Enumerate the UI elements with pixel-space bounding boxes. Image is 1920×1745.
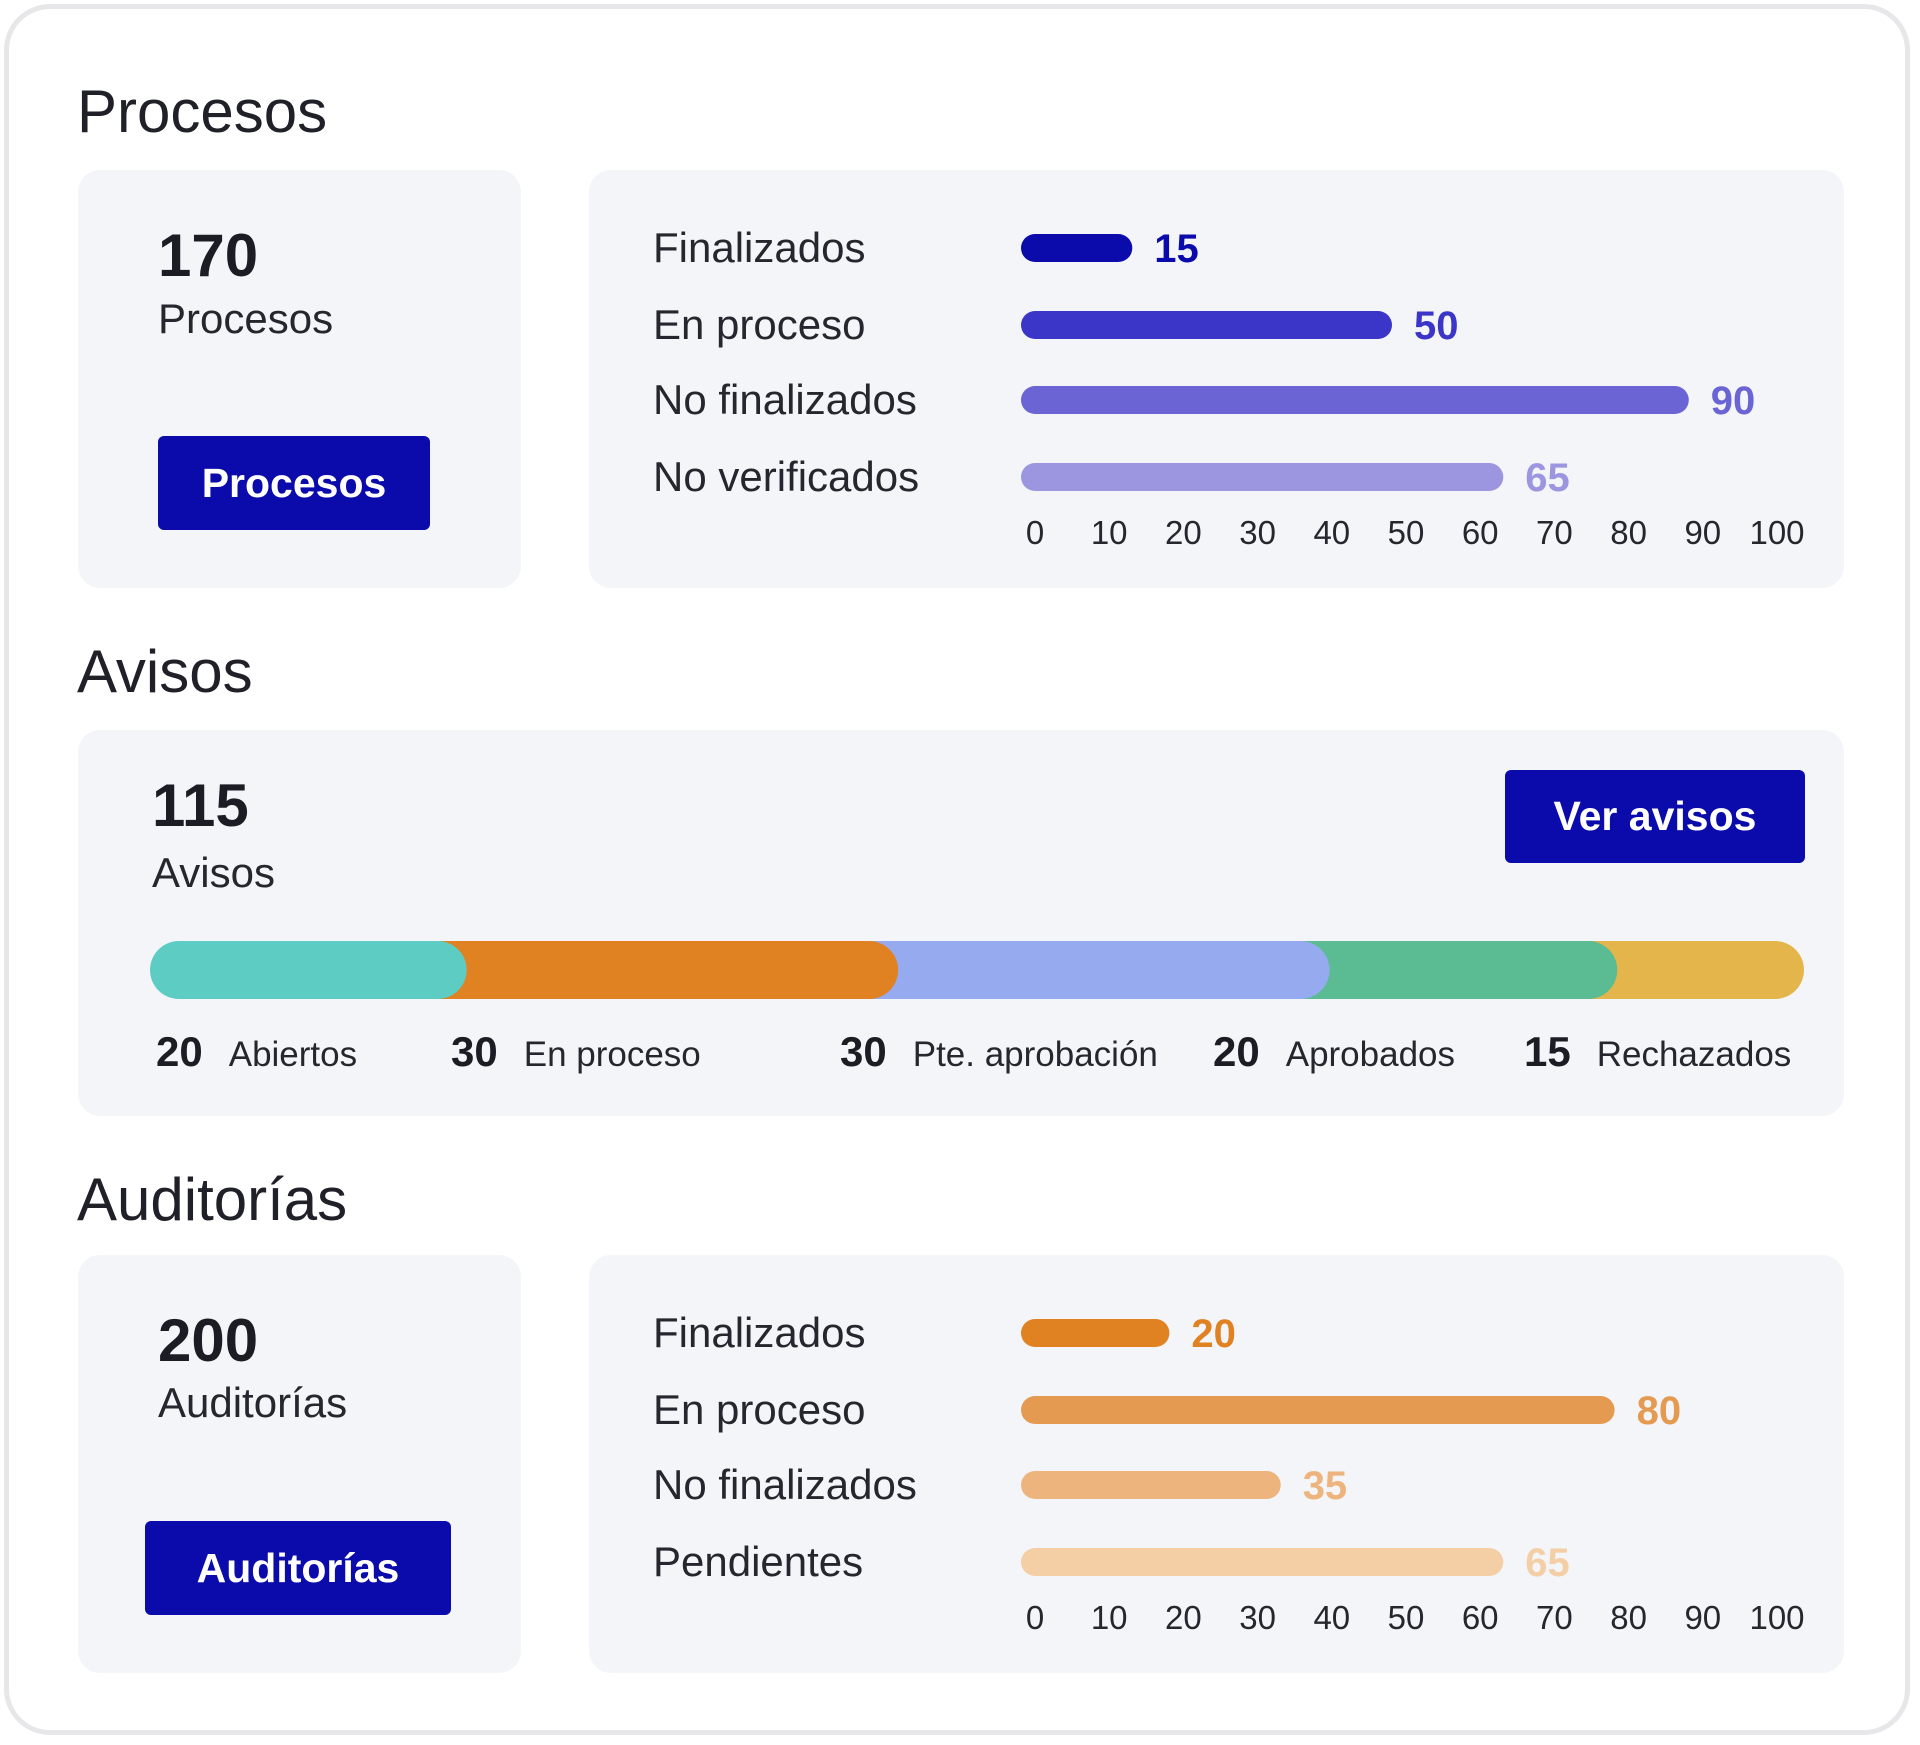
avisos-card: 115 Avisos Ver avisos <box>78 730 1844 1116</box>
category-label: Finalizados <box>653 1309 865 1356</box>
x-tick-label: 70 <box>1536 514 1573 551</box>
data-label: 65 <box>1525 1541 1570 1585</box>
avisos-total: 115 <box>152 772 249 839</box>
category-label: No finalizados <box>653 1461 917 1508</box>
procesos-total-label: Procesos <box>158 295 334 342</box>
procesos-bar-chart: Finalizados 15 En proceso 50 No finalizados 9… <box>589 170 1844 588</box>
legend-label: Pte. aprobación <box>912 1035 1158 1074</box>
avisos-stacked-bar <box>150 941 1804 999</box>
category-label: No finalizados <box>653 376 917 423</box>
bar <box>1021 386 1689 414</box>
bar <box>1021 234 1133 262</box>
x-tick-label: 90 <box>1684 514 1721 551</box>
legend-item-abiertos: 20 Abiertos <box>156 1028 357 1076</box>
x-tick-label: 50 <box>1388 514 1425 551</box>
bar <box>1021 1319 1170 1347</box>
legend-item-pte-aprobacion: 30 Pte. aprobación <box>840 1028 1158 1076</box>
section-title-auditorias: Auditorías <box>77 1166 348 1233</box>
auditorias-bar-chart: Finalizados 20 En proceso 80 No finalizados 3… <box>589 1255 1844 1673</box>
section-title-procesos: Procesos <box>77 78 328 145</box>
x-tick-label: 100 <box>1749 514 1804 551</box>
data-label: 15 <box>1154 227 1199 271</box>
auditorias-chart-card: Finalizados 20 En proceso 80 No finalizados 3… <box>589 1255 1844 1673</box>
legend-item-en-proceso: 30 En proceso <box>451 1028 701 1076</box>
legend-value: 30 <box>451 1028 498 1075</box>
bar-chart-svg: Finalizados 15 En proceso 50 No finalizados 9… <box>653 224 1805 551</box>
x-tick-label: 70 <box>1536 1599 1573 1636</box>
legend-value: 20 <box>156 1028 203 1075</box>
avisos-segment <box>1559 941 1804 999</box>
auditorias-total-label: Auditorías <box>158 1379 348 1426</box>
auditorias-button[interactable]: Auditorías <box>145 1521 451 1615</box>
bar <box>1021 1471 1281 1499</box>
ver-avisos-button[interactable]: Ver avisos <box>1505 770 1805 863</box>
x-tick-label: 0 <box>1026 1599 1044 1636</box>
data-label: 80 <box>1637 1389 1682 1433</box>
category-label: No verificados <box>653 453 919 500</box>
x-tick-label: 10 <box>1091 514 1128 551</box>
x-tick-label: 60 <box>1462 1599 1499 1636</box>
legend-value: 15 <box>1524 1028 1571 1075</box>
avisos-segment <box>408 941 899 999</box>
avisos-segment <box>1271 941 1618 999</box>
bar <box>1021 463 1504 491</box>
data-label: 35 <box>1303 1464 1348 1508</box>
x-tick-label: 100 <box>1749 1599 1804 1636</box>
procesos-chart-card: Finalizados 15 En proceso 50 No finalizados 9… <box>589 170 1844 588</box>
data-label: 65 <box>1525 456 1570 500</box>
x-tick-label: 40 <box>1313 514 1350 551</box>
x-tick-label: 20 <box>1165 1599 1202 1636</box>
avisos-segment <box>150 941 467 999</box>
x-tick-label: 10 <box>1091 1599 1128 1636</box>
legend-item-aprobados: 20 Aprobados <box>1213 1028 1455 1076</box>
legend-label: En proceso <box>523 1035 701 1074</box>
legend-value: 30 <box>840 1028 887 1075</box>
category-label: Finalizados <box>653 224 865 271</box>
x-tick-label: 50 <box>1388 1599 1425 1636</box>
bar <box>1021 1396 1615 1424</box>
category-label: En proceso <box>653 301 865 348</box>
legend-value: 20 <box>1213 1028 1260 1075</box>
auditorias-total: 200 <box>158 1307 259 1374</box>
x-tick-label: 90 <box>1684 1599 1721 1636</box>
procesos-summary-card: 170 Procesos Procesos <box>78 170 521 588</box>
auditorias-summary-card: 200 Auditorías Auditorías <box>78 1255 521 1673</box>
x-tick-label: 30 <box>1239 1599 1276 1636</box>
x-tick-label: 40 <box>1313 1599 1350 1636</box>
legend-label: Abiertos <box>228 1035 358 1074</box>
procesos-button[interactable]: Procesos <box>158 436 430 530</box>
data-label: 90 <box>1711 379 1756 423</box>
x-tick-label: 80 <box>1610 514 1647 551</box>
x-tick-label: 20 <box>1165 514 1202 551</box>
data-label: 50 <box>1414 304 1459 348</box>
bar <box>1021 311 1392 339</box>
category-label: Pendientes <box>653 1538 863 1585</box>
procesos-total: 170 <box>158 222 259 289</box>
avisos-segment <box>840 941 1330 999</box>
section-title-avisos: Avisos <box>77 638 253 705</box>
bar-chart-svg: Finalizados 20 En proceso 80 No finalizados 3… <box>653 1309 1805 1636</box>
x-tick-label: 60 <box>1462 514 1499 551</box>
legend-label: Aprobados <box>1285 1035 1456 1074</box>
x-tick-label: 30 <box>1239 514 1276 551</box>
x-tick-label: 80 <box>1610 1599 1647 1636</box>
category-label: En proceso <box>653 1386 865 1433</box>
avisos-total-label: Avisos <box>152 849 275 896</box>
data-label: 20 <box>1191 1312 1236 1356</box>
legend-label: Rechazados <box>1596 1035 1792 1074</box>
legend-item-rechazados: 15 Rechazados <box>1524 1028 1791 1076</box>
bar <box>1021 1548 1504 1576</box>
x-tick-label: 0 <box>1026 514 1044 551</box>
